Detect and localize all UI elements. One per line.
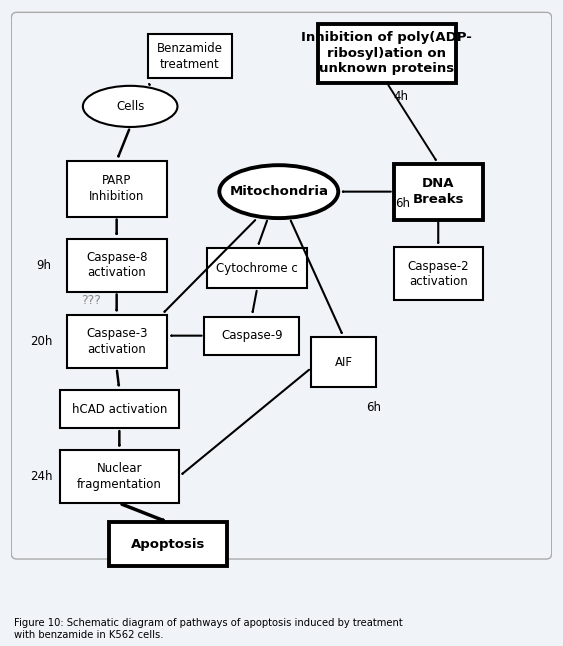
FancyBboxPatch shape bbox=[207, 248, 307, 288]
Text: Cells: Cells bbox=[116, 100, 144, 113]
Text: Caspase-2
activation: Caspase-2 activation bbox=[408, 260, 469, 288]
FancyBboxPatch shape bbox=[318, 24, 456, 83]
Text: Caspase-3
activation: Caspase-3 activation bbox=[86, 328, 148, 356]
FancyBboxPatch shape bbox=[66, 238, 167, 291]
Text: Figure 10: Schematic diagram of pathways of apoptosis induced by treatment
with : Figure 10: Schematic diagram of pathways… bbox=[14, 618, 403, 640]
Text: 6h: 6h bbox=[396, 197, 410, 210]
FancyBboxPatch shape bbox=[60, 450, 179, 503]
Text: 6h: 6h bbox=[366, 401, 381, 414]
Text: Benzamide
treatment: Benzamide treatment bbox=[157, 42, 222, 70]
Text: ???: ??? bbox=[81, 294, 101, 307]
Text: DNA
Breaks: DNA Breaks bbox=[413, 178, 464, 206]
Text: Caspase-9: Caspase-9 bbox=[221, 329, 283, 342]
FancyBboxPatch shape bbox=[66, 315, 167, 368]
Text: 20h: 20h bbox=[30, 335, 52, 348]
Ellipse shape bbox=[83, 86, 177, 127]
Text: Apoptosis: Apoptosis bbox=[131, 538, 205, 551]
FancyBboxPatch shape bbox=[204, 317, 299, 355]
FancyBboxPatch shape bbox=[311, 337, 376, 387]
FancyBboxPatch shape bbox=[148, 34, 231, 78]
Text: AIF: AIF bbox=[334, 355, 352, 369]
Text: 24h: 24h bbox=[30, 470, 52, 483]
FancyBboxPatch shape bbox=[60, 390, 179, 428]
FancyBboxPatch shape bbox=[394, 247, 483, 300]
Text: Inhibition of poly(ADP-
ribosyl)ation on
unknown proteins: Inhibition of poly(ADP- ribosyl)ation on… bbox=[301, 32, 472, 76]
Text: 9h: 9h bbox=[36, 258, 51, 271]
FancyBboxPatch shape bbox=[109, 523, 227, 567]
Text: Mitochondria: Mitochondria bbox=[229, 185, 328, 198]
Text: hCAD activation: hCAD activation bbox=[72, 402, 167, 415]
FancyBboxPatch shape bbox=[394, 163, 483, 220]
Text: PARP
Inhibition: PARP Inhibition bbox=[89, 174, 144, 203]
Text: Nuclear
fragmentation: Nuclear fragmentation bbox=[77, 463, 162, 491]
Text: Cytochrome c: Cytochrome c bbox=[216, 262, 298, 275]
Text: Caspase-8
activation: Caspase-8 activation bbox=[86, 251, 148, 279]
FancyBboxPatch shape bbox=[66, 161, 167, 216]
Text: 4h: 4h bbox=[393, 90, 408, 103]
Ellipse shape bbox=[220, 165, 338, 218]
